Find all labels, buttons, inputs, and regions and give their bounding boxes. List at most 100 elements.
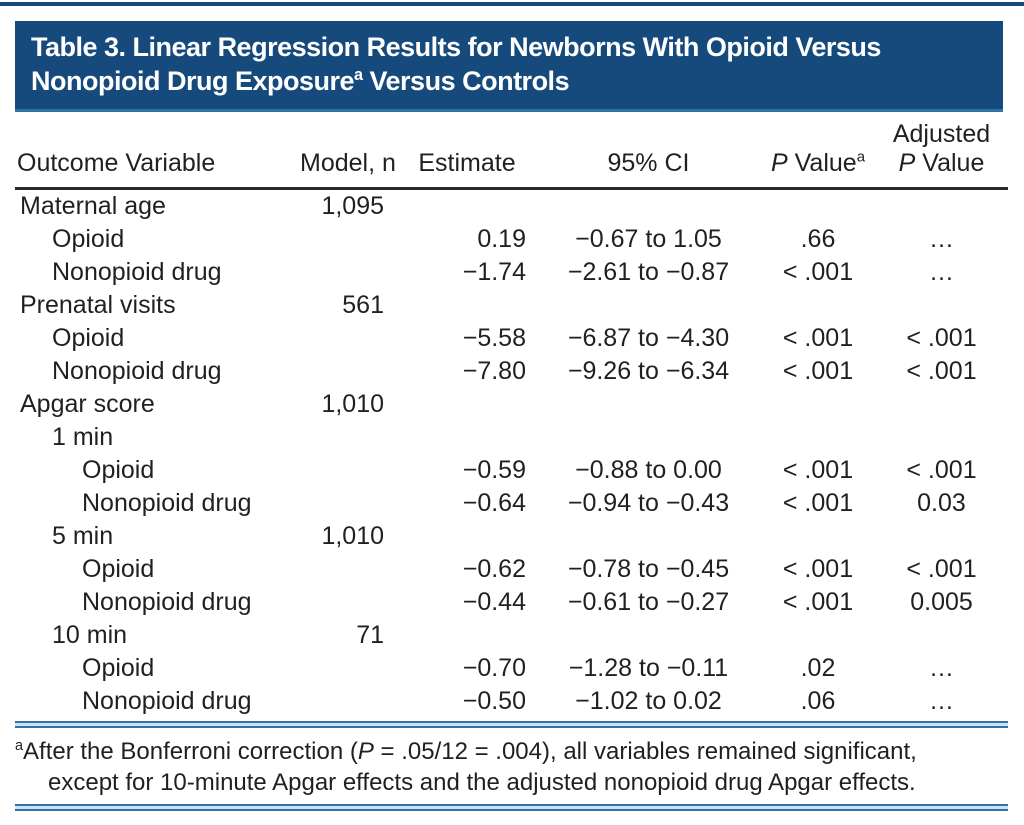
outcome-label: Opioid — [52, 225, 125, 253]
col-header-95-ci: 95% CI — [536, 112, 761, 190]
ci-value: −1.02 to 0.02 — [575, 687, 722, 715]
adjusted-p-value-cell — [875, 520, 1008, 553]
outcome-label: Opioid — [82, 456, 155, 484]
outcome-label: Nonopioid drug — [82, 588, 252, 616]
model-n-value — [300, 223, 398, 256]
model-n-value — [300, 487, 398, 520]
p-value-cell: .66 — [800, 225, 836, 253]
footnote-line2: except for 10-minute Apgar effects and t… — [48, 769, 916, 796]
outcome-label: 5 min — [52, 522, 114, 550]
outcome-label: Opioid — [82, 654, 155, 682]
table-row: Prenatal visits 561 — [15, 289, 1008, 322]
table-footnote: aAfter the Bonferroni correction (P = .0… — [15, 736, 1008, 798]
adjusted-p-value-cell — [875, 388, 1008, 421]
model-n-value — [300, 652, 398, 685]
adjusted-p-value-cell: 0.03 — [917, 489, 966, 517]
p-value-cell: .06 — [800, 687, 836, 715]
model-n-value — [300, 454, 398, 487]
model-n-value — [300, 322, 398, 355]
adjusted-p-value-cell — [875, 421, 1008, 454]
table-row: Opioid −0.62 −0.78 to −0.45 < .001 < .00… — [15, 553, 1008, 586]
model-n-value — [300, 355, 398, 388]
adjusted-p-value-cell: < .001 — [906, 324, 977, 352]
ci-value — [536, 388, 761, 421]
table-row: Opioid −0.59 −0.88 to 0.00 < .001 < .001 — [15, 454, 1008, 487]
p-value-italic-p: P — [770, 149, 788, 177]
ci-value — [536, 421, 761, 454]
p-value-footnote-marker: a — [856, 148, 866, 166]
table-row: Apgar score 1,010 — [15, 388, 1008, 421]
ci-value — [536, 289, 761, 322]
p-value-cell: < .001 — [782, 258, 854, 286]
ci-value: −6.87 to −4.30 — [567, 324, 730, 352]
outcome-label: Prenatal visits — [20, 291, 176, 319]
ci-value: −0.61 to −0.27 — [567, 588, 730, 616]
p-value-cell: < .001 — [782, 357, 854, 385]
table-row: Nonopioid drug −0.50 −1.02 to 0.02 .06 … — [15, 685, 1008, 718]
ci-value — [536, 619, 761, 652]
ci-value: −1.28 to −0.11 — [568, 654, 729, 682]
table-bottom-rule — [15, 721, 1008, 728]
model-n-value: 561 — [342, 291, 384, 319]
adjusted-p-value-cell: < .001 — [906, 456, 977, 484]
ci-value: −0.78 to −0.45 — [567, 555, 730, 583]
outcome-label: Opioid — [52, 324, 125, 352]
ci-value: −0.94 to −0.43 — [567, 489, 730, 517]
footnote-line1-pre: After the Bonferroni correction ( — [23, 738, 358, 765]
estimate-value — [398, 388, 536, 421]
estimate-value — [398, 189, 536, 224]
table-row: 1 min — [15, 421, 1008, 454]
col-header-outcome-variable: Outcome Variable — [15, 112, 300, 190]
outcome-label: Apgar score — [20, 390, 155, 418]
outcome-label: Nonopioid drug — [82, 687, 252, 715]
ci-value: −9.26 to −6.34 — [567, 357, 730, 385]
estimate-value: −0.50 — [462, 687, 526, 715]
table-row: Opioid −5.58 −6.87 to −4.30 < .001 < .00… — [15, 322, 1008, 355]
model-n-value: 1,010 — [321, 390, 384, 418]
footnote-marker: a — [15, 738, 24, 754]
adjusted-p-value-cell: … — [929, 687, 954, 715]
p-value-cell: < .001 — [782, 489, 854, 517]
col-header-model-n: Model, n — [300, 112, 398, 190]
p-value-cell: .02 — [800, 654, 836, 682]
table-title-banner: Table 3. Linear Regression Results for N… — [15, 21, 1003, 112]
ci-value — [536, 189, 761, 224]
table-row: Opioid 0.19 −0.67 to 1.05 .66 … — [15, 223, 1008, 256]
ci-value: −0.88 to 0.00 — [575, 456, 722, 484]
ci-value — [536, 520, 761, 553]
p-value-cell — [761, 619, 875, 652]
adjusted-p-value-cell: < .001 — [906, 357, 977, 385]
outcome-label: Nonopioid drug — [52, 357, 222, 385]
figure-bottom-rule — [15, 804, 1008, 811]
table-row: 5 min 1,010 — [15, 520, 1008, 553]
estimate-value: −0.59 — [462, 456, 526, 484]
p-value-cell: < .001 — [782, 456, 854, 484]
model-n-value: 1,010 — [321, 522, 384, 550]
adjusted-p-italic-p: P — [898, 149, 916, 177]
outcome-label: 10 min — [52, 621, 128, 649]
model-n-value — [300, 421, 398, 454]
footnote-italic-p: P — [357, 738, 374, 765]
table-row: Maternal age 1,095 — [15, 189, 1008, 224]
footnote-line1-post: = .05/12 = .004), all variables remained… — [373, 738, 917, 765]
outcome-label: Nonopioid drug — [82, 489, 252, 517]
estimate-value: −5.58 — [462, 324, 526, 352]
table-body: Maternal age 1,095 Opioid 0.19 −0.67 to … — [15, 189, 1008, 719]
table-title-text: Table 3. Linear Regression Results for N… — [31, 32, 881, 96]
p-value-cell — [761, 189, 875, 224]
outcome-label: Nonopioid drug — [52, 258, 222, 286]
model-n-value — [300, 685, 398, 718]
col-header-estimate: Estimate — [398, 112, 536, 190]
outcome-label: 1 min — [52, 423, 114, 451]
estimate-value — [398, 619, 536, 652]
adjusted-p-value-cell: … — [929, 225, 954, 253]
estimate-value — [398, 289, 536, 322]
table-header-row: Outcome Variable Model, n Estimate 95% C… — [15, 112, 1008, 190]
p-value-cell — [761, 520, 875, 553]
adjusted-p-value-cell: 0.005 — [910, 588, 973, 616]
adjusted-p-value-cell: … — [929, 258, 954, 286]
model-n-value: 71 — [356, 621, 384, 649]
estimate-value — [398, 421, 536, 454]
model-n-value — [300, 586, 398, 619]
adjusted-p-value-cell: < .001 — [906, 555, 977, 583]
